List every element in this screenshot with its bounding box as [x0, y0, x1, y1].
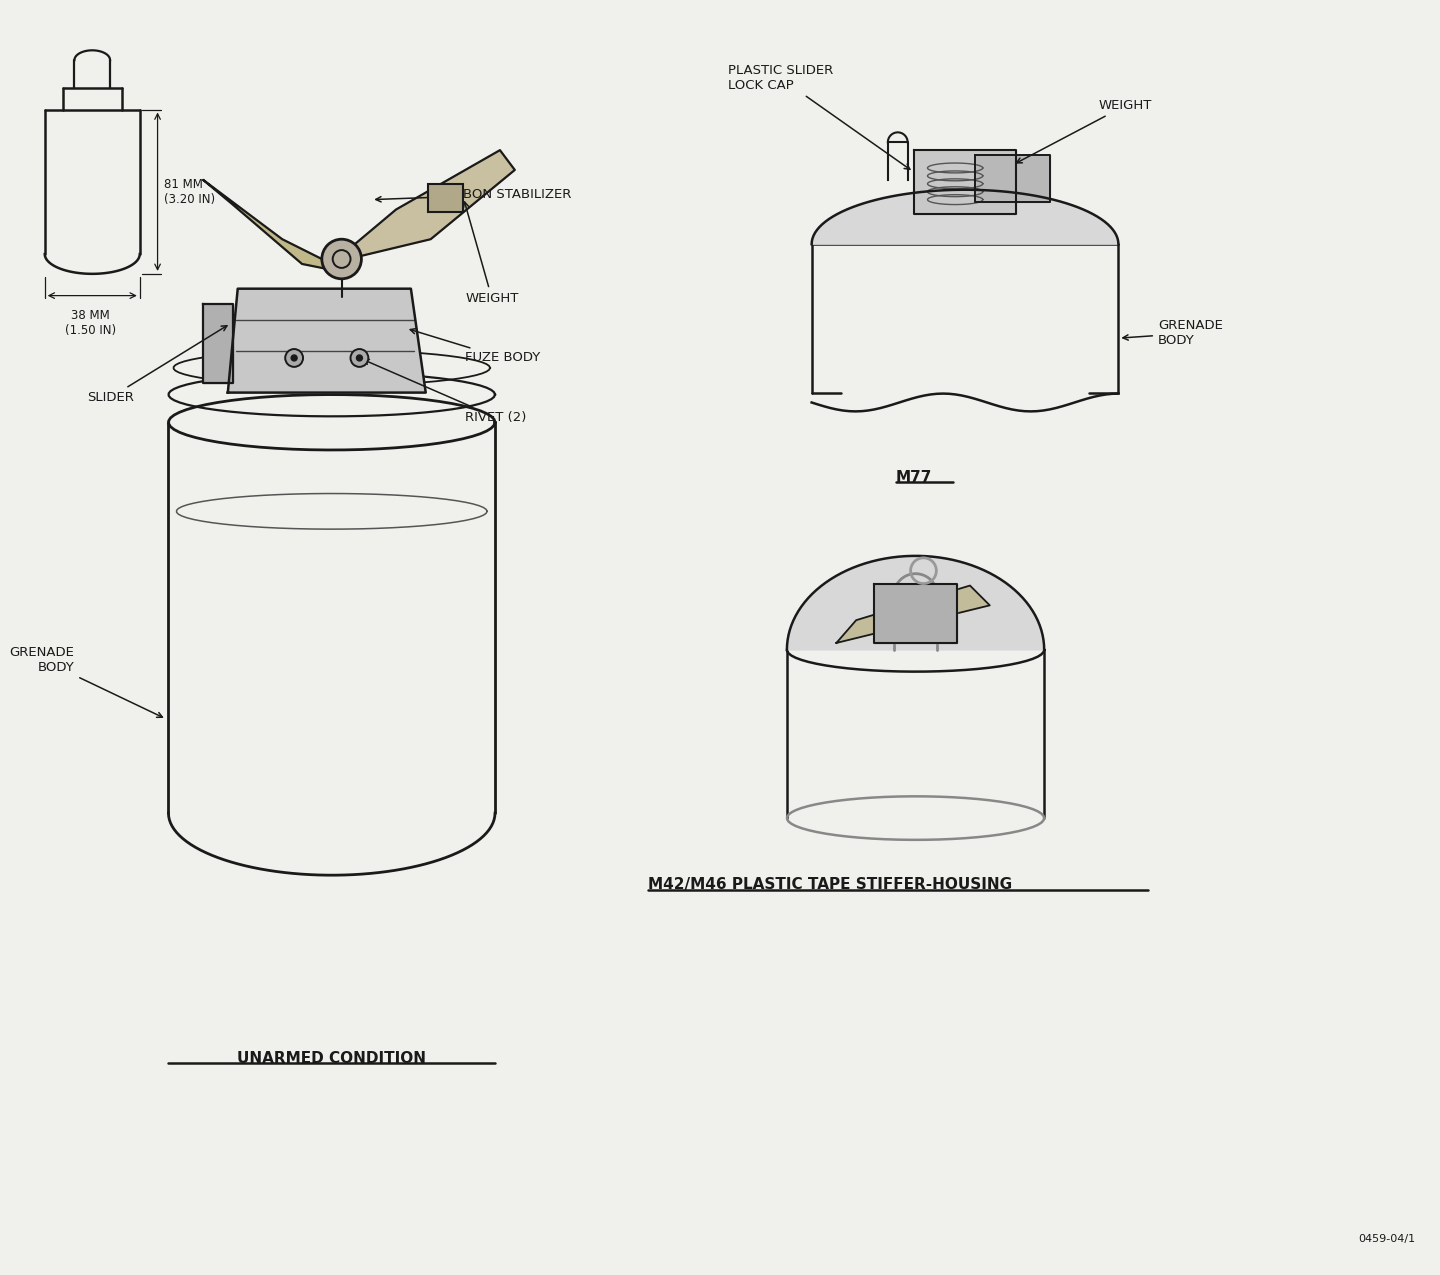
- Polygon shape: [975, 156, 1050, 201]
- Polygon shape: [786, 556, 1044, 650]
- Polygon shape: [913, 150, 1017, 214]
- Text: GRENADE
BODY: GRENADE BODY: [10, 645, 163, 718]
- Polygon shape: [203, 180, 341, 270]
- Text: 38 MM
(1.50 IN): 38 MM (1.50 IN): [65, 310, 115, 338]
- Text: RIVET (2): RIVET (2): [363, 360, 527, 423]
- Text: PLASTIC SLIDER
LOCK CAP: PLASTIC SLIDER LOCK CAP: [727, 64, 910, 170]
- Text: RIBBON STABILIZER: RIBBON STABILIZER: [376, 189, 570, 201]
- Bar: [428, 184, 464, 212]
- Text: 0459-04/1: 0459-04/1: [1358, 1234, 1416, 1243]
- Circle shape: [357, 354, 363, 361]
- Polygon shape: [203, 303, 233, 382]
- Text: GRENADE
BODY: GRENADE BODY: [1123, 319, 1223, 347]
- Polygon shape: [874, 584, 958, 643]
- Text: 81 MM
(3.20 IN): 81 MM (3.20 IN): [164, 177, 215, 205]
- Circle shape: [350, 349, 369, 367]
- Text: M77: M77: [896, 469, 932, 484]
- Polygon shape: [347, 150, 514, 258]
- Text: UNARMED CONDITION: UNARMED CONDITION: [238, 1051, 426, 1066]
- Polygon shape: [812, 190, 1119, 244]
- Text: FUZE BODY: FUZE BODY: [410, 329, 540, 365]
- Text: SLIDER: SLIDER: [86, 325, 228, 404]
- Circle shape: [285, 349, 302, 367]
- Polygon shape: [228, 288, 426, 393]
- Circle shape: [321, 240, 361, 279]
- Polygon shape: [837, 585, 989, 643]
- Text: M42/M46 PLASTIC TAPE STIFFER-HOUSING: M42/M46 PLASTIC TAPE STIFFER-HOUSING: [648, 877, 1012, 892]
- Text: WEIGHT: WEIGHT: [1017, 99, 1152, 163]
- Text: WEIGHT: WEIGHT: [464, 201, 518, 305]
- Circle shape: [291, 354, 297, 361]
